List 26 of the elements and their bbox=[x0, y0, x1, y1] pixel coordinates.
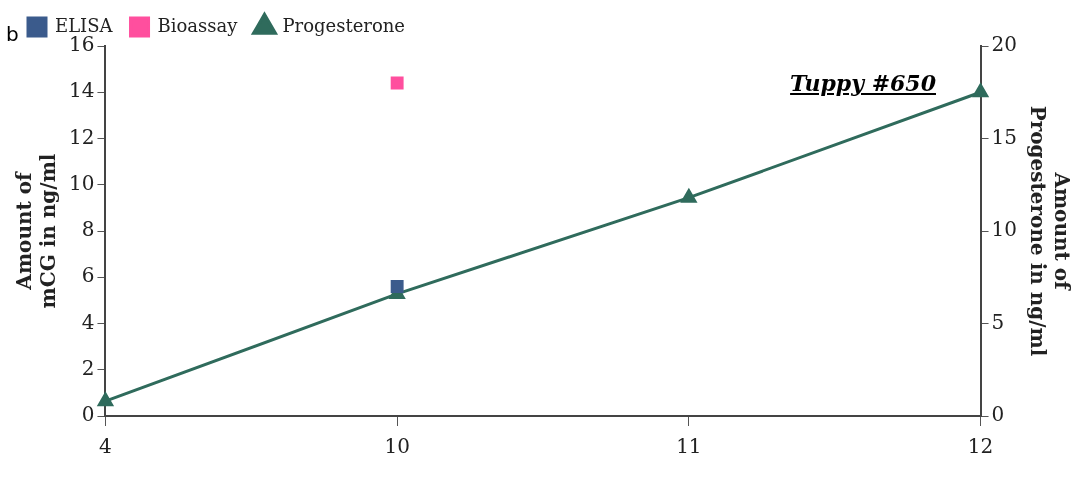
y2-tick-label: 0 bbox=[991, 402, 1005, 427]
y-tick-label: 10 bbox=[69, 170, 95, 195]
y2-tick-label: 5 bbox=[991, 309, 1005, 334]
y-tick-label: 14 bbox=[69, 78, 95, 103]
x-tick-label: 12 bbox=[967, 434, 994, 459]
y2-axis-title: Amount of Progesterone in ng/ml bbox=[1025, 105, 1074, 357]
y-axis-title: Amount of mCG in ng/ml bbox=[12, 153, 61, 309]
y-tick-label: 8 bbox=[81, 217, 95, 242]
point bbox=[681, 189, 697, 203]
y2-tick-label: 10 bbox=[991, 217, 1017, 242]
y-tick-label: 12 bbox=[69, 124, 95, 149]
y2-tick-label: 15 bbox=[991, 124, 1017, 149]
legend-label: Bioassay bbox=[157, 14, 239, 36]
y-tick-label: 2 bbox=[81, 355, 95, 380]
y-tick-label: 0 bbox=[81, 402, 95, 427]
text: Tuppy #650 bbox=[790, 70, 936, 96]
point bbox=[97, 392, 114, 407]
x-tick-label: 10 bbox=[384, 434, 410, 459]
legend-label: Progesterone bbox=[282, 14, 406, 36]
y2-tick-label: 20 bbox=[991, 32, 1017, 57]
x-tick-label: 4 bbox=[99, 434, 112, 459]
x-tick-label: 11 bbox=[676, 434, 702, 459]
y-tick-label: 4 bbox=[81, 309, 95, 334]
y-tick-label: 6 bbox=[81, 263, 95, 288]
point bbox=[972, 83, 989, 98]
text: b bbox=[6, 22, 19, 46]
